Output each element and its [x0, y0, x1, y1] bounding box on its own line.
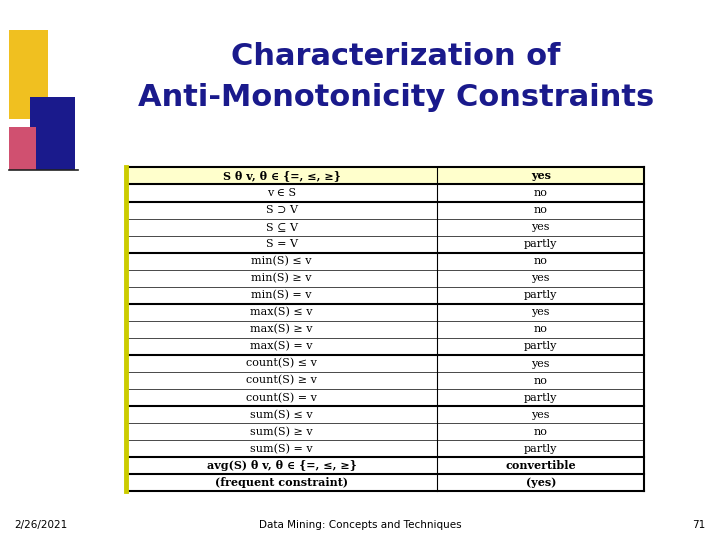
Text: no: no	[534, 188, 548, 198]
Text: partly: partly	[524, 393, 557, 403]
Text: max(S) ≤ v: max(S) ≤ v	[251, 307, 312, 318]
Text: S = V: S = V	[266, 239, 297, 249]
Text: sum(S) ≥ v: sum(S) ≥ v	[251, 427, 312, 437]
Text: sum(S) ≤ v: sum(S) ≤ v	[251, 409, 312, 420]
Text: no: no	[534, 375, 548, 386]
Text: max(S) = v: max(S) = v	[251, 341, 312, 352]
Text: partly: partly	[524, 239, 557, 249]
Text: yes: yes	[531, 307, 550, 318]
Text: no: no	[534, 256, 548, 266]
Text: no: no	[534, 325, 548, 334]
Text: sum(S) = v: sum(S) = v	[251, 444, 312, 454]
Text: min(S) ≥ v: min(S) ≥ v	[251, 273, 312, 284]
Text: count(S) = v: count(S) = v	[246, 393, 317, 403]
Text: Data Mining: Concepts and Techniques: Data Mining: Concepts and Techniques	[258, 520, 462, 530]
Text: count(S) ≥ v: count(S) ≥ v	[246, 375, 317, 386]
Text: avg(S) θ v, θ ∈ {=, ≤, ≥}: avg(S) θ v, θ ∈ {=, ≤, ≥}	[207, 460, 356, 471]
Text: (yes): (yes)	[526, 477, 556, 488]
Text: S ⊆ V: S ⊆ V	[266, 222, 297, 232]
Text: Anti-Monotonicity Constraints: Anti-Monotonicity Constraints	[138, 83, 654, 112]
Text: S ⊃ V: S ⊃ V	[266, 205, 297, 215]
Text: yes: yes	[531, 171, 551, 181]
Text: partly: partly	[524, 341, 557, 352]
Text: yes: yes	[531, 410, 550, 420]
Text: yes: yes	[531, 273, 550, 284]
Text: yes: yes	[531, 222, 550, 232]
Text: v ∈ S: v ∈ S	[267, 188, 296, 198]
Text: (frequent constraint): (frequent constraint)	[215, 477, 348, 488]
Text: min(S) = v: min(S) = v	[251, 290, 312, 300]
Text: partly: partly	[524, 444, 557, 454]
Text: yes: yes	[531, 359, 550, 368]
Text: S θ v, θ ∈ {=, ≤, ≥}: S θ v, θ ∈ {=, ≤, ≥}	[222, 171, 341, 181]
Text: partly: partly	[524, 291, 557, 300]
Text: convertible: convertible	[505, 460, 576, 471]
Text: no: no	[534, 205, 548, 215]
Text: 2/26/2021: 2/26/2021	[14, 520, 68, 530]
Text: min(S) ≤ v: min(S) ≤ v	[251, 256, 312, 266]
Text: no: no	[534, 427, 548, 437]
Text: max(S) ≥ v: max(S) ≥ v	[251, 324, 312, 335]
Text: Characterization of: Characterization of	[231, 42, 561, 71]
Text: count(S) ≤ v: count(S) ≤ v	[246, 359, 317, 369]
Text: 71: 71	[693, 520, 706, 530]
